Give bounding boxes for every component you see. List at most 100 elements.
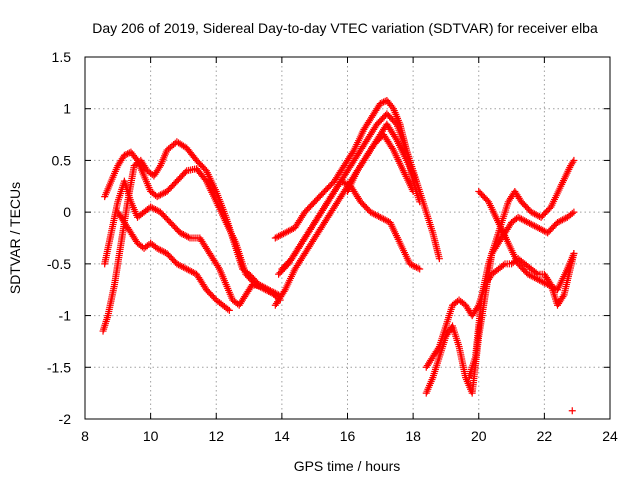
data-point bbox=[537, 277, 545, 285]
data-point bbox=[569, 158, 577, 166]
data-point bbox=[275, 232, 283, 240]
x-tick-label: 10 bbox=[143, 428, 159, 444]
x-tick-label: 16 bbox=[340, 428, 356, 444]
data-point bbox=[371, 211, 379, 219]
x-tick-label: 24 bbox=[602, 428, 618, 444]
data-point bbox=[132, 155, 140, 163]
data-point bbox=[529, 273, 537, 281]
data-point bbox=[368, 209, 376, 217]
data-point bbox=[156, 191, 164, 199]
data-point bbox=[560, 215, 568, 223]
data-point bbox=[271, 234, 279, 242]
data-point bbox=[392, 134, 400, 142]
data-point bbox=[555, 218, 563, 226]
data-point bbox=[527, 272, 535, 280]
series-track-7 bbox=[271, 131, 417, 309]
data-point bbox=[225, 306, 233, 314]
y-tick-label: 1 bbox=[63, 101, 71, 117]
data-point bbox=[224, 305, 232, 313]
data-point bbox=[409, 262, 417, 270]
data-point bbox=[524, 218, 532, 226]
series-track-10 bbox=[422, 250, 578, 371]
data-point bbox=[184, 266, 192, 274]
data-point bbox=[181, 231, 189, 239]
x-tick-labels: 8 10 12 14 16 18 20 22 24 bbox=[81, 428, 618, 444]
series-track-13 bbox=[475, 187, 578, 294]
data-marks bbox=[99, 96, 578, 415]
data-point bbox=[535, 225, 543, 233]
axis-ticks bbox=[84, 56, 611, 420]
data-point bbox=[366, 208, 374, 216]
data-point bbox=[273, 233, 281, 241]
x-tick-label: 8 bbox=[81, 428, 89, 444]
data-point bbox=[281, 229, 289, 237]
y-tick-label: -1 bbox=[59, 308, 72, 324]
data-point bbox=[176, 229, 184, 237]
data-point bbox=[414, 264, 422, 272]
data-point bbox=[339, 178, 347, 186]
data-point bbox=[181, 264, 189, 272]
data-point bbox=[381, 97, 389, 105]
data-point bbox=[526, 219, 534, 227]
x-tick-label: 20 bbox=[471, 428, 487, 444]
y-tick-label: 1.5 bbox=[52, 49, 72, 65]
data-point bbox=[529, 221, 537, 229]
x-tick-label: 12 bbox=[208, 428, 224, 444]
y-tick-label: -1.5 bbox=[47, 359, 71, 375]
data-point bbox=[176, 262, 184, 270]
data-point bbox=[516, 214, 524, 222]
data-point bbox=[435, 255, 443, 263]
data-point bbox=[557, 217, 565, 225]
data-point bbox=[376, 213, 384, 221]
data-point bbox=[276, 231, 284, 239]
data-point bbox=[514, 213, 522, 221]
data-point bbox=[519, 216, 527, 224]
data-point bbox=[183, 265, 191, 273]
series-track-8 bbox=[278, 177, 424, 273]
series-track-3 bbox=[101, 177, 284, 309]
x-tick-label: 22 bbox=[537, 428, 553, 444]
data-point bbox=[152, 206, 160, 214]
x-tick-label: 14 bbox=[274, 428, 290, 444]
data-point bbox=[547, 282, 555, 290]
data-point bbox=[542, 228, 550, 236]
data-point bbox=[183, 232, 191, 240]
data-point bbox=[184, 233, 192, 241]
data-point bbox=[407, 261, 415, 269]
data-point bbox=[545, 281, 553, 289]
data-point bbox=[375, 212, 383, 220]
data-point bbox=[559, 293, 567, 301]
x-axis-label: GPS time / hours bbox=[294, 458, 401, 474]
series-outlier bbox=[568, 407, 576, 415]
data-point bbox=[534, 224, 542, 232]
data-point bbox=[532, 223, 540, 231]
data-point bbox=[280, 287, 288, 295]
x-tick-label: 18 bbox=[405, 428, 421, 444]
data-point bbox=[537, 225, 545, 233]
data-point bbox=[558, 216, 566, 224]
data-point bbox=[179, 231, 187, 239]
series-track-12 bbox=[465, 156, 578, 382]
data-point bbox=[534, 275, 542, 283]
data-point bbox=[160, 248, 168, 256]
data-point bbox=[499, 261, 507, 269]
data-point bbox=[527, 208, 535, 216]
data-point bbox=[156, 246, 164, 254]
data-point bbox=[568, 407, 576, 415]
data-point bbox=[160, 189, 168, 197]
data-point bbox=[125, 149, 133, 157]
data-point bbox=[549, 283, 557, 291]
data-point bbox=[179, 263, 187, 271]
data-point bbox=[373, 212, 381, 220]
data-point bbox=[286, 226, 294, 234]
data-point bbox=[214, 263, 222, 271]
data-point bbox=[383, 217, 391, 225]
data-point bbox=[532, 211, 540, 219]
data-point bbox=[247, 282, 255, 290]
data-point bbox=[153, 206, 161, 214]
data-point bbox=[531, 210, 539, 218]
data-point bbox=[155, 163, 163, 171]
data-point bbox=[150, 205, 158, 213]
series-track-4 bbox=[114, 208, 233, 314]
data-point bbox=[517, 215, 525, 223]
